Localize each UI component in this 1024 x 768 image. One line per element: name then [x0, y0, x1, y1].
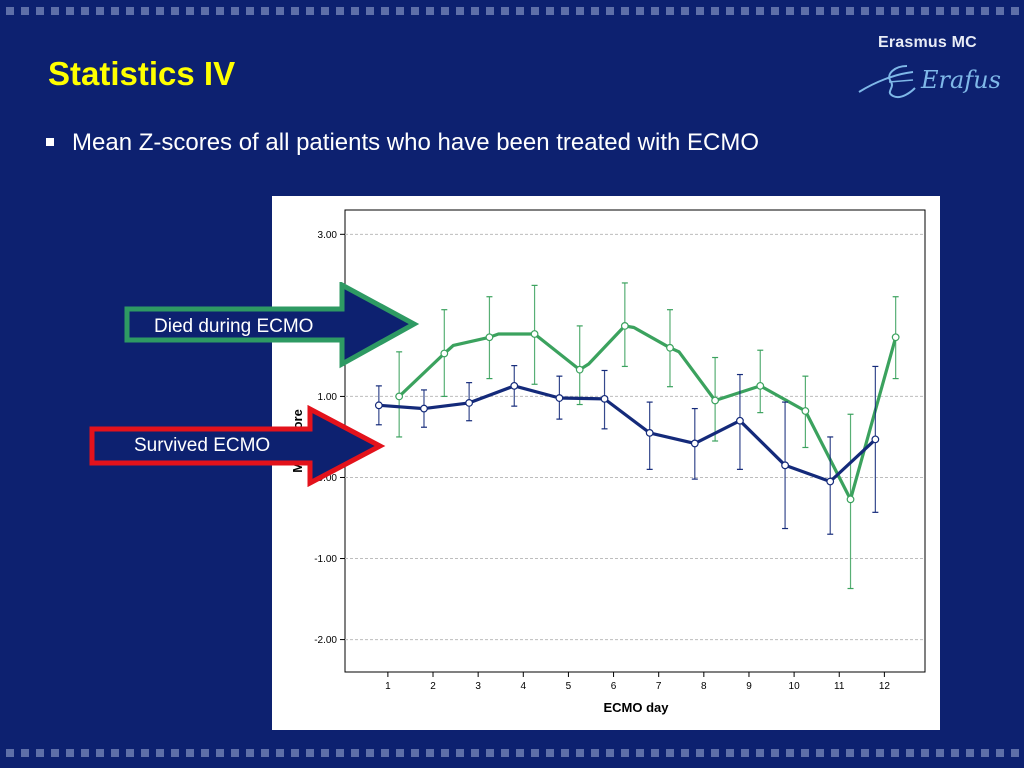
survived-mean-line: [378, 384, 877, 484]
died-point-marker: [620, 322, 629, 330]
bullet-item: Mean Z-scores of all patients who have b…: [46, 128, 759, 158]
y-tick-label: 0.00: [318, 473, 338, 484]
y-tick-label: 3.00: [318, 230, 338, 241]
slide-title: Statistics IV: [48, 55, 236, 92]
died-series: [395, 282, 900, 590]
survived-point-marker: [690, 439, 699, 448]
y-axis-ticks: 3.00 1.00 0.00 -1.00 -2.00: [314, 230, 345, 646]
survived-point-marker: [374, 401, 383, 410]
died-point-marker: [846, 495, 855, 504]
x-tick-label: 11: [834, 681, 845, 692]
survived-point-marker: [555, 394, 564, 402]
survived-point-marker: [826, 477, 835, 486]
chart-panel: 3.00 1.00 0.00 -1.00 -2.00 1 2 3 4 5 6 7 8 9 10 11 12 E…: [272, 196, 940, 730]
survived-point-marker: [781, 461, 789, 470]
logo-name: Erasmus MC: [878, 34, 977, 51]
survived-point-marker: [600, 394, 609, 403]
died-point-marker: [395, 392, 404, 401]
x-tick-label: 12: [879, 681, 891, 692]
x-axis-label: ECMO day: [603, 700, 669, 715]
plot-area: [344, 209, 926, 673]
died-point-marker: [666, 343, 674, 352]
died-during-ecmo-callout: [124, 282, 420, 369]
y-tick-label: -1.00: [314, 554, 337, 565]
bullet-text: Mean Z-scores of all patients who have b…: [72, 129, 759, 156]
data-series: [374, 282, 900, 590]
died-point-marker: [801, 407, 810, 415]
z-score-chart: 3.001.000.00-1.00-2.00 1 2 3 4 5 6 7 8 9 10 11 12 E…: [290, 209, 926, 715]
green-arrow-icon: [124, 282, 420, 369]
x-tick-label: 1: [385, 681, 391, 692]
survived-point-marker: [465, 399, 474, 407]
x-tick-label: 8: [701, 681, 707, 692]
x-tick-label: 4: [521, 681, 527, 692]
survived-ecmo-callout: [89, 405, 386, 487]
bottom-dot-border: [0, 748, 1024, 758]
bullet-square-icon: [46, 137, 54, 146]
x-tick-label: 10: [789, 681, 801, 692]
red-arrow-icon: [89, 405, 386, 487]
x-tick-label: 9: [746, 681, 752, 692]
x-tick-label: 2: [430, 681, 436, 692]
erasmus-mc-logo: Erasmus MC Erafus: [855, 32, 1005, 102]
y-tick-label: 1.00: [318, 392, 338, 403]
died-point-marker: [711, 396, 720, 405]
erasmus-signature-icon: Erafus: [858, 65, 1001, 98]
survived-point-marker: [871, 435, 880, 444]
x-tick-label: 3: [475, 681, 481, 692]
top-dot-border: [0, 6, 1024, 16]
logo-script-text: Erafus: [920, 66, 1001, 94]
died-point-marker: [575, 365, 584, 374]
survived-point-marker: [645, 428, 654, 437]
survived-point-marker: [420, 404, 428, 413]
x-tick-label: 7: [656, 681, 662, 692]
died-point-marker: [891, 333, 900, 342]
x-tick-label: 6: [611, 681, 617, 692]
survived-ecmo-label: Survived ECMO: [134, 435, 271, 456]
died-point-marker: [756, 381, 765, 390]
survived-point-marker: [736, 416, 744, 425]
died-point-marker: [485, 333, 494, 342]
died-during-ecmo-label: Died during ECMO: [154, 316, 314, 337]
died-point-marker: [440, 349, 449, 358]
survived-point-marker: [510, 381, 519, 390]
survived-series: [374, 365, 880, 535]
y-tick-label: -2.00: [314, 635, 337, 646]
x-tick-label: 5: [566, 681, 572, 692]
died-point-marker: [530, 330, 539, 338]
x-axis-ticks: 1 2 3 4 5 6 7 8 9 10 11 12: [385, 672, 890, 692]
